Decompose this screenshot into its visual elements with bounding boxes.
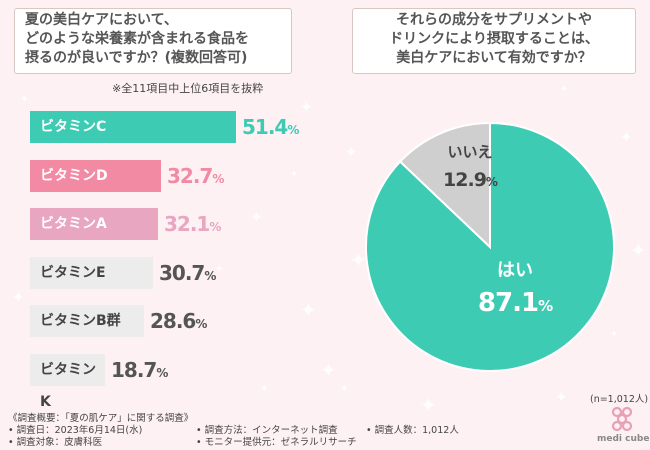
sparkle-icon: ✦	[260, 384, 269, 395]
bar-5: ビタミンB群	[30, 305, 144, 337]
question-right-line-3: 美白ケアにおいて有効ですか？	[396, 50, 592, 66]
sparkle-icon: ✦	[620, 128, 633, 146]
bar-1: ビタミンC	[30, 111, 236, 143]
pie-value-no-number: 12.9	[443, 169, 486, 191]
question-right-line-1: それらの成分をサプリメントや	[396, 12, 592, 28]
question-left-line-3: 摂るのが良いですか？(複数回答可)	[25, 50, 248, 66]
question-box-left: 夏の美白ケアにおいて、 どのような栄養素が含まれる食品を 摂るのが良いですか？(…	[14, 8, 292, 74]
sparkle-icon: ✦	[300, 298, 317, 322]
question-right-line-2: ドリンクにより摂取することは、	[389, 31, 599, 47]
question-box-right: それらの成分をサプリメントや ドリンクにより摂取することは、 美白ケアにおいて有…	[352, 8, 636, 74]
sparkle-icon: ✦	[12, 288, 25, 306]
bar-value-1: 51.4%	[242, 115, 299, 139]
survey-overview: 《調査概要：「夏の肌ケア」に関する調査》	[8, 413, 194, 424]
survey-provider: • モニター提供元：ゼネラルリサーチ	[196, 437, 357, 448]
bar-value-3: 32.1%	[164, 212, 221, 236]
sparkle-icon: ✦	[630, 238, 647, 262]
medicube-logo-text: medi cube	[597, 434, 650, 444]
pie-value-yes: 87.1%	[478, 288, 553, 318]
sparkle-icon: ✦	[20, 94, 29, 105]
sparkle-icon: ✦	[290, 169, 299, 180]
bar-2: ビタミンD	[30, 160, 161, 192]
sparkle-icon: ✦	[340, 384, 349, 395]
sparkle-icon: ✦	[555, 388, 568, 406]
pie-label-no: いいえ	[447, 143, 492, 161]
sparkle-icon: ✦	[560, 84, 569, 95]
survey-method: • 調査方法：インターネット調査	[196, 425, 338, 436]
pie-value-yes-unit: %	[538, 297, 553, 315]
bar-value-5: 28.6%	[150, 309, 207, 333]
survey-date: • 調査日：2023年6月14日(水)	[8, 425, 143, 436]
sparkle-icon: ✦	[215, 264, 224, 275]
sparkle-icon: ✦	[300, 98, 313, 116]
bar-6: ビタミンK	[30, 354, 105, 410]
survey-count: • 調査人数：1,012人	[366, 425, 459, 436]
sparkle-icon: ✦	[345, 143, 358, 161]
sparkle-icon: ✦	[350, 248, 367, 272]
sparkle-icon: ✦	[420, 393, 437, 417]
pie-label-yes: はい	[497, 260, 533, 281]
question-left-line-2: どのような栄養素が含まれる食品を	[25, 31, 249, 47]
pie-slice-no	[398, 121, 491, 250]
pie-value-yes-number: 87.1	[478, 288, 538, 318]
bar-value-2: 32.7%	[167, 164, 224, 188]
bar-value-6: 18.7%	[111, 358, 168, 382]
sample-size: (n=1,012人)	[590, 394, 649, 405]
medicube-logo-icon	[611, 406, 633, 432]
bar-value-4: 30.7%	[159, 261, 216, 285]
survey-target: • 調査対象：皮膚科医	[8, 437, 103, 448]
sparkle-icon: ✦	[320, 358, 337, 382]
pie-value-no-unit: %	[486, 175, 498, 189]
question-left-line-1: 夏の美白ケアにおいて、	[25, 12, 178, 28]
bar-3: ビタミンA	[30, 208, 158, 240]
sparkle-icon: ✦	[250, 208, 263, 226]
selection-note: ※全11項目中上位6項目を抜粋	[112, 82, 264, 95]
pie-value-no: 12.9%	[443, 169, 498, 191]
sparkle-icon: ✦	[610, 329, 619, 340]
pie-chart: いいえ 12.9% はい 87.1%	[365, 121, 615, 372]
bar-4: ビタミンE	[30, 257, 153, 289]
